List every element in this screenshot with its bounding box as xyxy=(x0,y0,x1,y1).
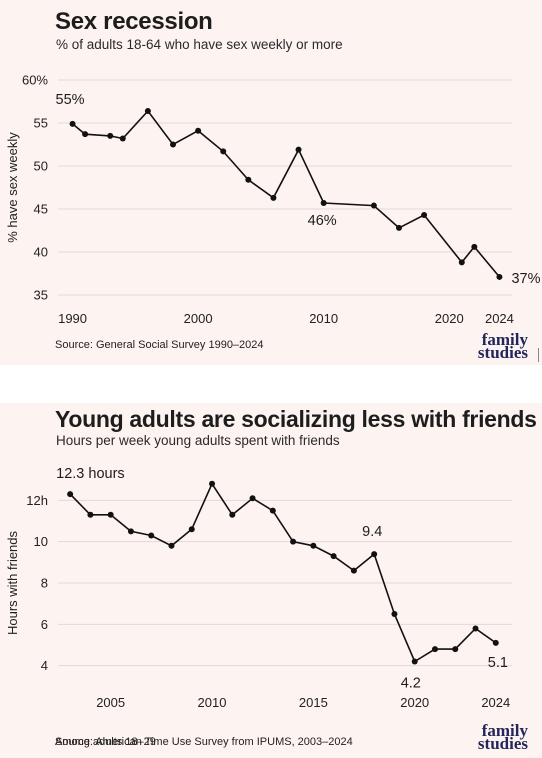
data-point xyxy=(87,511,94,518)
data-point xyxy=(330,553,337,560)
chart-title: Young adults are socializing less with f… xyxy=(55,406,537,432)
line-chart-hours-friends: 4 6 8 10 12h 2005 2010 2015 2020 2024 Hours with f… xyxy=(5,466,512,710)
data-point xyxy=(67,491,74,498)
y-tick-label: 4 xyxy=(41,658,48,673)
data-point xyxy=(290,538,297,545)
data-point xyxy=(295,146,302,153)
data-point xyxy=(421,212,428,219)
data-point xyxy=(350,567,357,574)
y-tick-label: 45 xyxy=(34,202,48,217)
data-point xyxy=(170,141,176,148)
data-point xyxy=(270,194,277,201)
chart-source: Source: General Social Survey 1990–2024 xyxy=(55,339,264,351)
data-label: 37% xyxy=(511,271,540,287)
y-tick-label: 12h xyxy=(26,493,48,508)
data-point xyxy=(269,507,276,514)
x-tick-label: 2024 xyxy=(485,311,514,326)
data-point xyxy=(107,132,114,139)
data-point xyxy=(370,202,377,209)
data-label: 5.1 xyxy=(488,655,508,671)
y-tick-label: 60% xyxy=(22,73,48,88)
data-point xyxy=(209,480,216,487)
chart-subtitle: Hours per week young adults spent with f… xyxy=(56,433,340,448)
family-studies-logo: family studies xyxy=(477,721,528,753)
y-tick-label: 35 xyxy=(34,288,48,303)
x-tick-label: 2010 xyxy=(309,311,338,326)
chart-title: Sex recession xyxy=(55,8,213,35)
data-label: 46% xyxy=(308,213,337,229)
data-point xyxy=(188,526,195,533)
divider-mark xyxy=(538,348,539,362)
data-point xyxy=(396,224,402,231)
data-point xyxy=(431,646,438,653)
x-tick-label: 2010 xyxy=(198,695,227,710)
data-point xyxy=(144,107,151,114)
data-point xyxy=(127,528,134,535)
data-point xyxy=(245,176,252,183)
data-point xyxy=(148,532,155,539)
y-tick-label: 8 xyxy=(41,576,48,591)
data-point xyxy=(391,611,398,617)
logo-line-2: studies xyxy=(477,343,528,362)
data-point xyxy=(69,120,76,127)
data-point xyxy=(458,259,465,266)
logo-line-1: family xyxy=(481,721,528,740)
data-point xyxy=(220,148,227,155)
data-point xyxy=(471,243,478,250)
chart-source: Source: American Time Use Survey from IP… xyxy=(55,736,353,748)
data-label: 12.3 hours xyxy=(56,466,125,482)
logo-line-2: studies xyxy=(477,734,528,753)
y-tick-label: 55 xyxy=(34,116,48,131)
data-point xyxy=(229,511,236,518)
x-tick-label: 2005 xyxy=(96,695,125,710)
data-point xyxy=(82,131,89,138)
chart-panel-socializing: Young adults are socializing less with f… xyxy=(0,403,542,758)
data-point xyxy=(371,551,378,558)
series-line xyxy=(69,482,497,663)
data-point xyxy=(492,639,499,646)
x-tick-label: 2000 xyxy=(184,311,213,326)
logo-line-1: family xyxy=(481,330,528,349)
x-tick-label: 1990 xyxy=(58,311,87,326)
data-point xyxy=(472,625,479,632)
y-tick-label: 10 xyxy=(34,534,48,549)
data-label: 9.4 xyxy=(362,524,382,540)
data-point xyxy=(107,511,114,518)
chart-panel-sex-recession: Sex recession % of adults 18-64 who have… xyxy=(0,0,542,365)
x-tick-label: 2020 xyxy=(400,695,429,710)
y-axis-title: Hours with friends xyxy=(5,530,20,635)
x-tick-label: 2024 xyxy=(481,695,510,710)
data-point xyxy=(195,127,202,134)
data-label: 55% xyxy=(56,92,85,108)
data-point xyxy=(452,646,459,653)
y-axis-title: % have sex weekly xyxy=(5,132,20,243)
x-tick-label: 2020 xyxy=(435,311,464,326)
data-point xyxy=(249,495,256,502)
line-chart-sex-weekly: 35 40 45 50 55 60% 1990 2000 2010 2020 2024 % have … xyxy=(5,73,541,327)
y-tick-label: 50 xyxy=(34,159,48,174)
data-point xyxy=(119,135,126,142)
data-point xyxy=(320,199,327,206)
data-point xyxy=(411,658,418,665)
data-point xyxy=(496,273,503,280)
data-point xyxy=(168,542,175,549)
x-tick-label: 2015 xyxy=(299,695,328,710)
chart-subtitle: % of adults 18-64 who have sex weekly or… xyxy=(56,37,343,52)
data-label: 4.2 xyxy=(401,676,421,692)
family-studies-logo: family studies xyxy=(477,330,528,362)
chart-note: Among adults 18–29 xyxy=(55,736,156,748)
data-point xyxy=(310,542,317,549)
y-tick-label: 40 xyxy=(34,245,48,260)
y-tick-label: 6 xyxy=(41,617,48,632)
